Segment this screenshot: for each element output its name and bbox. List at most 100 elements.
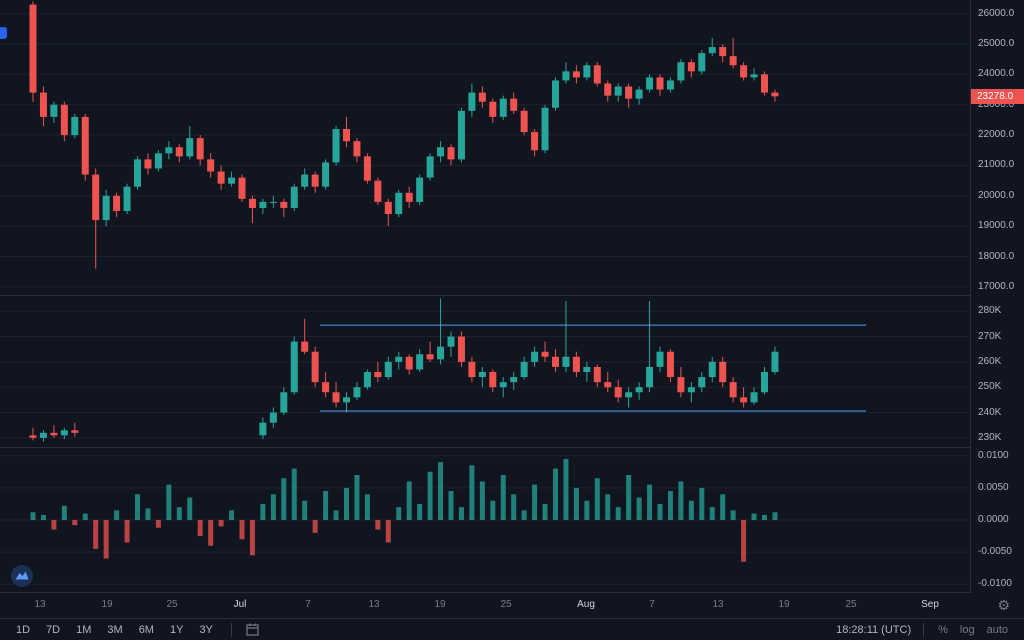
- toolbar-divider: [230, 622, 232, 637]
- histogram-bar: [30, 512, 36, 520]
- candle-body: [520, 110, 528, 133]
- histogram-bar: [291, 468, 297, 520]
- candle-body: [761, 74, 768, 93]
- go-to-date-icon[interactable]: [240, 621, 265, 639]
- price-axis-label: 18000.0: [978, 250, 1015, 262]
- candle-body: [113, 195, 121, 211]
- candle-body: [290, 341, 298, 393]
- histogram-bar: [720, 494, 726, 520]
- pane-separator[interactable]: [0, 295, 1024, 296]
- time-axis-label: 25: [845, 599, 857, 610]
- histogram-bar: [511, 494, 517, 520]
- histogram-bar: [176, 507, 182, 520]
- histogram-bar: [563, 458, 569, 520]
- chart-logo-icon[interactable]: [10, 564, 34, 588]
- price-axis-label: 280K: [978, 305, 1002, 317]
- histogram-bar: [103, 520, 109, 559]
- candle-body: [447, 147, 455, 160]
- candle-body: [729, 56, 737, 66]
- histogram-bar: [699, 487, 705, 520]
- histogram-bar: [417, 503, 423, 520]
- histogram-bar: [72, 520, 78, 526]
- candle-body: [353, 387, 361, 398]
- gear-icon[interactable]: ⚙: [997, 597, 1010, 613]
- price-axis-label: 22000.0: [978, 129, 1015, 141]
- chart-plot-area[interactable]: [0, 0, 970, 593]
- histogram-bar: [82, 513, 88, 520]
- price-axis-label: 260K: [978, 355, 1002, 367]
- candle-body: [646, 366, 654, 388]
- histogram-bar: [208, 520, 214, 546]
- candle-body: [698, 53, 706, 72]
- left-edge-accent-tab[interactable]: [0, 27, 7, 39]
- histogram-bar: [239, 520, 245, 540]
- histogram-bar: [469, 465, 475, 520]
- histogram-bar: [667, 491, 673, 520]
- range-button-3m[interactable]: 3M: [107, 623, 123, 636]
- histogram-bar: [458, 507, 464, 520]
- histogram-bar: [626, 475, 632, 520]
- pane-separator[interactable]: [0, 447, 1024, 448]
- candle-body: [520, 361, 528, 378]
- candle-body: [750, 74, 758, 78]
- clock-utc[interactable]: 18:28:11 (UTC): [836, 623, 912, 636]
- histogram-bar: [155, 520, 161, 528]
- candle-body: [416, 177, 424, 202]
- candle-body: [666, 351, 674, 378]
- candle-body: [740, 397, 748, 403]
- range-selector: 1D 7D 1M 3M 6M 1Y 3Y: [10, 624, 223, 636]
- candle-body: [771, 92, 779, 97]
- histogram-bar: [323, 491, 329, 520]
- candle-body: [353, 141, 361, 157]
- histogram-bar: [135, 494, 140, 520]
- range-button-3y[interactable]: 3Y: [199, 623, 213, 636]
- candle-body: [405, 356, 413, 370]
- time-axis-label: 19: [778, 599, 790, 610]
- candle-body: [552, 356, 559, 367]
- range-button-1d[interactable]: 1D: [16, 623, 31, 636]
- candle-body: [583, 366, 591, 372]
- histogram-bar: [688, 500, 694, 520]
- candle-body: [604, 83, 612, 96]
- candle-body: [771, 351, 779, 372]
- histogram-bar: [302, 500, 308, 520]
- log-scale-button[interactable]: log: [959, 623, 975, 636]
- histogram-bar: [354, 475, 360, 520]
- histogram-bar: [40, 514, 46, 520]
- candle-body: [478, 92, 486, 102]
- candle-body: [719, 47, 727, 57]
- histogram-bar: [490, 500, 496, 520]
- range-button-1m[interactable]: 1M: [76, 623, 92, 636]
- candle-body: [562, 71, 570, 81]
- candle-body: [102, 195, 110, 221]
- histogram-bar: [218, 520, 224, 527]
- auto-scale-button[interactable]: auto: [986, 623, 1008, 636]
- histogram-bar: [605, 494, 611, 520]
- candle-body: [60, 430, 68, 436]
- histogram-bar: [364, 494, 370, 520]
- candle-body: [499, 98, 507, 117]
- candle-body: [572, 356, 580, 372]
- candle-body: [593, 65, 601, 84]
- percent-scale-button[interactable]: %: [938, 623, 948, 636]
- time-axis[interactable]: ⚙ 13 19 25 Jul 7 13 19 25 Aug 7 13 19 25 Sep: [0, 593, 1024, 619]
- candle-body: [510, 377, 518, 383]
- candle-body: [343, 129, 350, 142]
- price-axis-label: 240K: [978, 406, 1002, 418]
- range-button-6m[interactable]: 6M: [138, 623, 154, 636]
- price-axis-label: 250K: [978, 381, 1002, 393]
- range-button-7d[interactable]: 7D: [46, 623, 61, 636]
- candle-body: [311, 174, 319, 187]
- candle-body: [510, 98, 518, 111]
- candle-body: [363, 372, 371, 388]
- histogram-bar: [406, 481, 412, 520]
- price-axis[interactable]: 23278.0 26000.025000.024000.023000.02200…: [970, 0, 1024, 593]
- candle-body: [384, 361, 392, 378]
- candle-body: [531, 132, 539, 151]
- pane-separator: [0, 592, 1024, 593]
- price-axis-label: 0.0000: [978, 514, 1009, 525]
- range-button-1y[interactable]: 1Y: [169, 623, 184, 636]
- histogram-bar: [61, 505, 67, 520]
- candle-body: [499, 382, 507, 388]
- candle-body: [698, 377, 706, 388]
